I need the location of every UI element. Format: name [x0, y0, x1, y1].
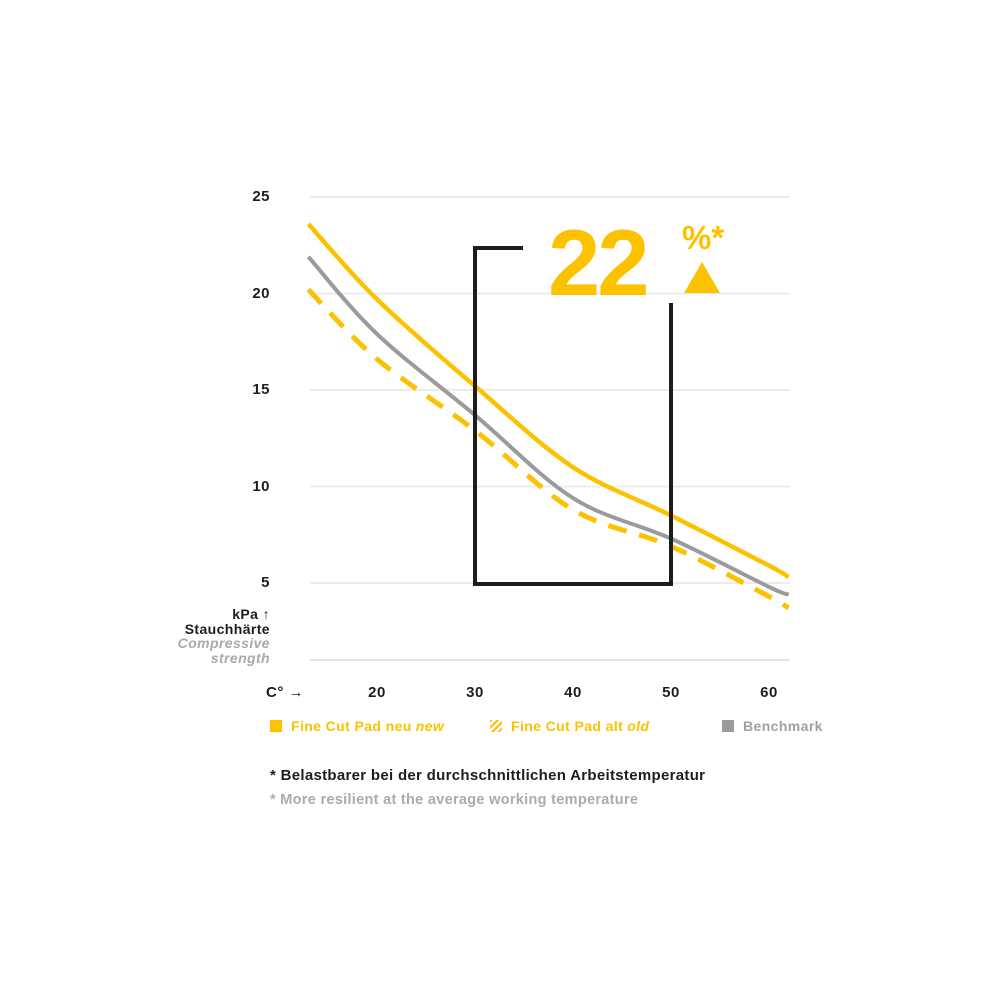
curve-fine-cut-pad-alt	[306, 287, 790, 611]
highlight-bracket	[473, 246, 673, 586]
x-tick-label: 60	[760, 684, 778, 701]
x-tick-label: 40	[564, 684, 582, 701]
legend-swatch-hatched-yellow-icon	[490, 720, 502, 732]
annotation-value: 22	[548, 210, 650, 315]
x-tick-label: 20	[368, 684, 386, 701]
y-axis-subtitle-line1: Compressive	[177, 635, 270, 651]
footnote-en: * More resilient at the average working …	[270, 792, 639, 808]
x-tick-label: 50	[662, 684, 680, 701]
x-axis-unit-label: C° →	[266, 684, 304, 701]
legend-swatch-solid-yellow-icon	[270, 720, 282, 732]
y-axis-subtitle-line2: strength	[210, 649, 270, 666]
legend-item-benchmark: Benchmark	[722, 718, 823, 734]
legend-swatch-solid-gray-icon	[722, 720, 734, 732]
x-tick-label: 30	[466, 684, 484, 701]
increase-triangle-icon	[684, 262, 720, 293]
curve-fine-cut-pad-neu	[306, 222, 790, 580]
legend-label-em: old	[627, 718, 650, 734]
footnote-de: * Belastbarer bei der durchschnittlichen…	[270, 767, 706, 784]
legend-item-fine-cut-pad-neu: Fine Cut Pad neu new	[270, 718, 444, 734]
y-tick-label: 10	[252, 477, 270, 495]
y-tick-label: 25	[252, 188, 270, 205]
y-axis-title: Stauchhärte	[184, 620, 270, 637]
y-tick-label: 20	[252, 284, 270, 302]
y-tick-label: 15	[252, 381, 270, 398]
annotation-percent-suffix: %*	[682, 219, 725, 256]
y-axis-label-block: kPa ↑ Stauchhärte Compressive strength	[110, 607, 270, 665]
legend-label: Benchmark	[743, 718, 823, 734]
legend-label: Fine Cut Pad alt	[511, 718, 624, 734]
legend-label: Fine Cut Pad neu	[291, 718, 412, 734]
y-axis-unit-label: kPa ↑	[232, 606, 270, 622]
legend-label-em: new	[415, 718, 445, 734]
curve-benchmark	[306, 255, 790, 597]
y-tick-label: 5	[261, 574, 270, 591]
legend-item-fine-cut-pad-alt: Fine Cut Pad alt old	[490, 718, 649, 734]
